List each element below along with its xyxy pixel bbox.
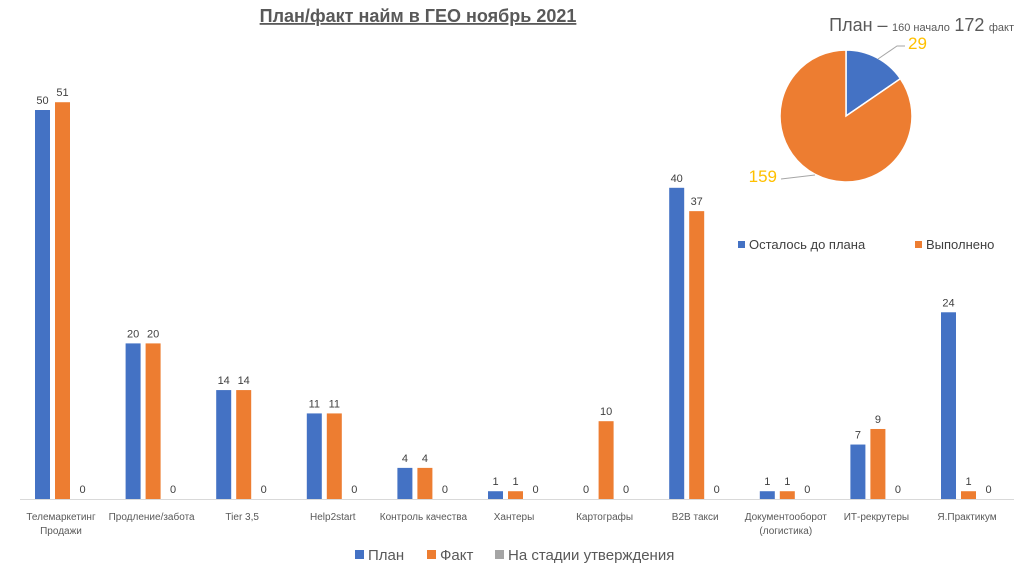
category-label: Картографы (576, 511, 633, 523)
data-label: 40 (671, 173, 683, 185)
data-label: 0 (170, 484, 176, 496)
bar-chart-title: План/факт найм в ГЕО ноябрь 2021 (260, 6, 577, 26)
data-label: 1 (784, 476, 790, 488)
data-label: 1 (512, 476, 518, 488)
legend-swatch (427, 550, 436, 559)
pie-title-plan: План – (829, 15, 887, 35)
data-label: 1 (492, 476, 498, 488)
legend-label: План (368, 547, 404, 564)
data-label: 11 (329, 398, 340, 410)
data-label: 14 (218, 375, 230, 387)
data-label: 0 (895, 484, 901, 496)
pie-legend-label: Выполнено (926, 237, 994, 252)
bar-1-10 (961, 491, 976, 499)
data-label: 0 (79, 484, 85, 496)
category-label: Хантеры (494, 512, 535, 523)
bar-1-3 (326, 413, 342, 499)
leader-line (877, 45, 905, 60)
legend-label: Факт (440, 547, 473, 564)
legend-swatch (495, 550, 504, 559)
data-label: 0 (714, 484, 720, 496)
category-label: ИТ-рекрутеры (844, 512, 909, 523)
bar-0-8 (759, 491, 775, 499)
data-label: 10 (600, 406, 612, 418)
pie-title: План – 160 начало 172 факт (829, 15, 1014, 35)
data-label: 24 (942, 297, 954, 309)
category-label: Продление/забота (109, 511, 195, 523)
bar-0-7 (669, 187, 685, 500)
bar-1-2 (236, 390, 252, 499)
data-label: 4 (402, 453, 408, 465)
bar-0-9 (850, 444, 866, 499)
data-label: 9 (875, 414, 881, 426)
pie-title-fact: факт (989, 22, 1014, 34)
pie-legend-label: Осталось до плана (749, 237, 866, 252)
data-label: 20 (127, 328, 139, 340)
pie-value-label: 159 (749, 167, 777, 186)
pie-value-label: 29 (908, 34, 927, 53)
bar-0-2 (216, 390, 232, 499)
bar-1-9 (870, 428, 886, 499)
bar-0-10 (941, 312, 956, 499)
bar-1-8 (779, 491, 795, 499)
bar-0-1 (125, 343, 141, 499)
data-label: 0 (442, 484, 448, 496)
data-label: 0 (623, 484, 629, 496)
bar-1-1 (145, 343, 161, 499)
data-label: 0 (261, 484, 267, 496)
bar-0-0 (35, 110, 50, 499)
leader-line (780, 174, 816, 180)
category-label: Контроль качества (380, 512, 468, 523)
pie-title-start: 160 начало (892, 22, 950, 34)
legend-swatch (355, 550, 364, 559)
bar-0-4 (397, 467, 413, 499)
category-label: Help2start (310, 512, 356, 523)
category-label: B2B такси (672, 512, 719, 523)
data-label: 7 (855, 430, 861, 442)
data-label: 11 (309, 398, 320, 410)
category-label: Телемаркетинг Продажи (26, 512, 96, 537)
bar-1-6 (598, 421, 614, 499)
pie-legend-swatch (738, 241, 745, 248)
bar-1-4 (417, 467, 433, 499)
data-label: 0 (804, 484, 810, 496)
pie-title-fact-value: 172 (954, 15, 984, 35)
data-label: 51 (56, 87, 68, 99)
data-label: 0 (583, 484, 589, 496)
pie-slice-0 (845, 49, 902, 118)
bar-1-7 (689, 211, 705, 499)
bar-1-0 (55, 102, 70, 499)
data-label: 37 (691, 196, 703, 208)
data-label: 50 (36, 95, 48, 107)
category-label: Документооборот (логистика) (745, 511, 828, 537)
category-label: Tier 3,5 (225, 512, 259, 523)
data-label: 0 (351, 484, 357, 496)
data-label: 14 (238, 375, 250, 387)
bar-0-3 (306, 413, 322, 499)
pie-legend-swatch (915, 241, 922, 248)
data-label: 1 (965, 476, 971, 488)
data-label: 0 (985, 484, 991, 496)
legend-label: На стадии утверждения (508, 547, 674, 564)
data-label: 20 (147, 328, 159, 340)
data-label: 4 (422, 453, 428, 465)
pie-slice-1 (779, 49, 913, 183)
data-label: 1 (764, 476, 770, 488)
category-label: Я.Практикум (937, 512, 996, 523)
bar-0-5 (488, 491, 503, 499)
data-label: 0 (532, 484, 538, 496)
bar-1-5 (508, 491, 523, 499)
